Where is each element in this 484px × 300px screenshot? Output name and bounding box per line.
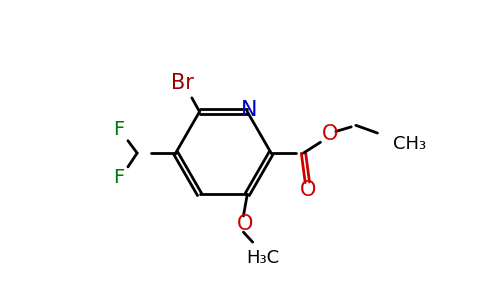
- Text: N: N: [241, 100, 257, 120]
- Text: O: O: [237, 214, 253, 234]
- Text: Br: Br: [171, 73, 194, 93]
- Text: F: F: [113, 120, 124, 140]
- Text: O: O: [300, 180, 317, 200]
- Text: H₃C: H₃C: [246, 248, 280, 266]
- Text: F: F: [113, 168, 124, 187]
- Text: CH₃: CH₃: [393, 135, 426, 153]
- Text: O: O: [321, 124, 338, 144]
